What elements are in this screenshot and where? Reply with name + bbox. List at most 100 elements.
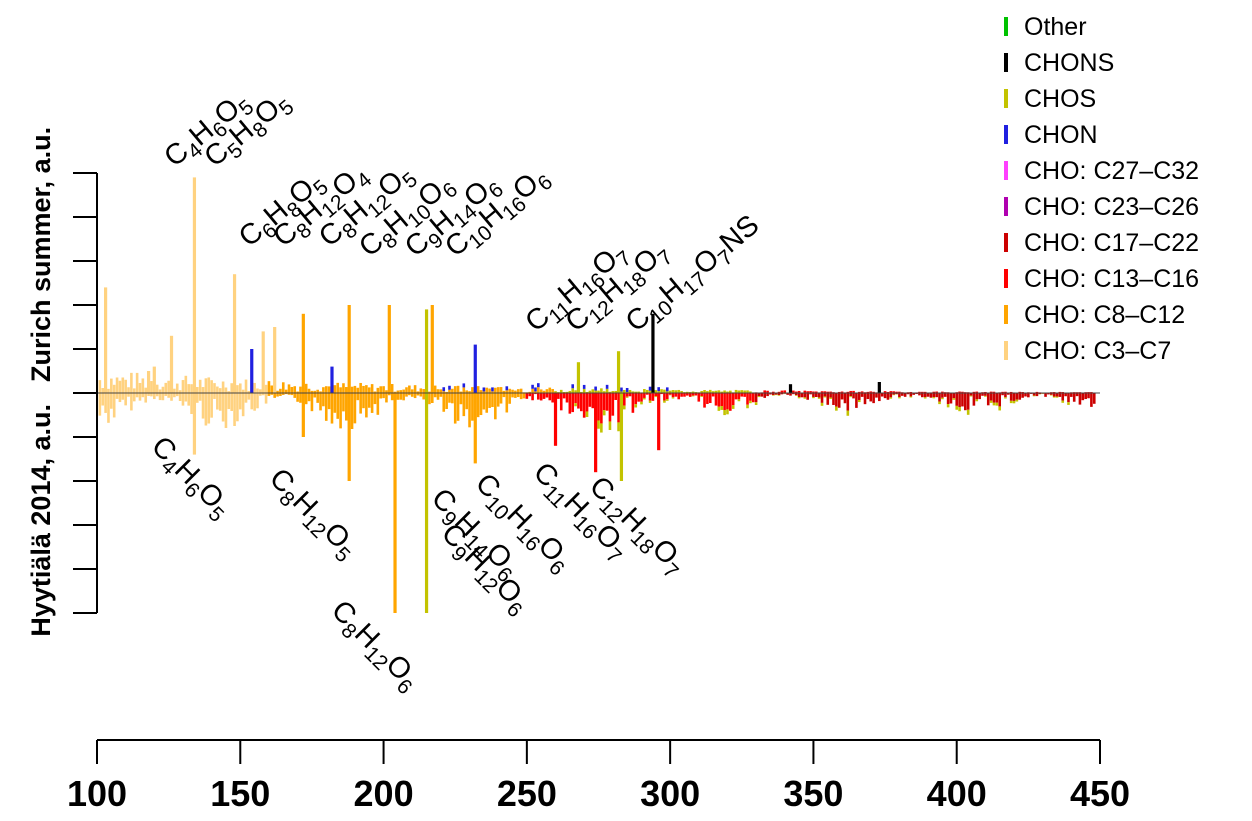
- bar-bottom-chos: [720, 406, 724, 410]
- bar-bottom: [479, 393, 483, 416]
- bar-bottom: [686, 393, 689, 396]
- bar-bottom: [998, 393, 1001, 407]
- bar-top: [393, 391, 397, 393]
- bar-bottom: [201, 393, 205, 419]
- bar-top: [780, 390, 784, 393]
- bar-bottom: [1052, 393, 1056, 397]
- bar-bottom-chos: [812, 396, 815, 399]
- bar-top: [608, 391, 612, 393]
- peak-top: [273, 327, 277, 393]
- bar-top: [671, 390, 675, 393]
- bar-bottom: [382, 393, 385, 399]
- bar-bottom: [241, 393, 245, 417]
- bar-bottom: [746, 393, 749, 405]
- bar-top: [992, 391, 996, 393]
- bar-bottom: [700, 393, 703, 396]
- bar-top: [766, 390, 769, 393]
- bar-top: [674, 390, 678, 393]
- bar-bottom: [763, 393, 767, 398]
- bar-top: [327, 386, 331, 393]
- bar-top: [1058, 391, 1062, 393]
- bar-bottom: [485, 393, 489, 413]
- bar-bottom-chos: [889, 397, 893, 399]
- bar-bottom: [786, 393, 789, 395]
- bar-bottom: [230, 393, 233, 411]
- bar-top: [410, 389, 414, 393]
- bar-top: [385, 390, 388, 393]
- legend-label: CHO: C13–C16: [1024, 265, 1199, 293]
- bar-top: [336, 382, 340, 393]
- bar-bottom-chos: [849, 396, 852, 398]
- bar-top: [158, 389, 162, 393]
- bar-bottom: [737, 393, 741, 400]
- bar-top: [889, 391, 893, 393]
- bar-bottom: [528, 393, 532, 397]
- bar-top: [812, 391, 815, 393]
- bar-top: [585, 391, 589, 393]
- bar-bottom: [926, 393, 930, 397]
- bar-top: [860, 391, 864, 393]
- x-axis: 100 150 200 250 300 350 400 450: [67, 739, 1130, 814]
- legend-marker: [1004, 341, 1008, 360]
- peak-bottom: [619, 393, 624, 481]
- bar-top: [857, 391, 861, 393]
- bar-bottom: [399, 393, 403, 400]
- bar-bottom: [772, 393, 775, 396]
- bar-bottom: [345, 393, 348, 421]
- bar-bottom-chos: [797, 397, 801, 399]
- bar-bottom: [373, 393, 377, 405]
- bar-bottom: [537, 393, 540, 400]
- bar-bottom-chos: [794, 395, 798, 396]
- legend-label: CHO: C23–C26: [1024, 193, 1199, 221]
- bar-top: [505, 390, 509, 393]
- bar-top: [663, 389, 666, 393]
- peak-bottom: [553, 393, 558, 446]
- bar-top: [296, 391, 299, 393]
- bar-bottom: [588, 393, 592, 407]
- peak-top: [301, 313, 305, 393]
- bar-top: [932, 391, 936, 393]
- bar-bottom: [751, 393, 755, 403]
- bar-bottom: [516, 393, 520, 398]
- bar-bottom: [439, 393, 443, 397]
- bar-top: [307, 388, 311, 393]
- bar-top: [989, 391, 993, 393]
- bar-bottom: [889, 393, 893, 398]
- bar-bottom: [330, 393, 334, 424]
- bar-bottom-chos: [829, 397, 832, 399]
- bar-top: [723, 390, 726, 393]
- bar-bottom: [557, 393, 560, 399]
- bar-top: [485, 387, 489, 393]
- bar-top: [270, 385, 274, 393]
- bar-bottom: [1058, 393, 1062, 397]
- bar-bottom-chos: [998, 406, 1001, 411]
- bar-top-chon: [462, 383, 466, 388]
- bar-bottom: [857, 393, 861, 400]
- bar-top: [236, 385, 239, 393]
- bar-top: [218, 388, 222, 393]
- bar-top: [118, 380, 122, 393]
- bar-top: [207, 377, 211, 393]
- bar-bottom: [322, 393, 325, 407]
- bar-bottom-chos: [665, 399, 669, 401]
- bar-bottom: [723, 393, 726, 410]
- bar-bottom: [602, 393, 606, 411]
- bar-bottom: [167, 393, 170, 398]
- bar-bottom: [978, 393, 981, 400]
- legend-marker: [1004, 269, 1008, 288]
- bar-top-chon: [620, 387, 623, 392]
- bar-top: [439, 389, 443, 393]
- bar-bottom: [898, 393, 901, 398]
- bar-bottom: [316, 393, 319, 403]
- bar-bottom: [929, 393, 933, 398]
- bar-top: [259, 389, 262, 393]
- ylabel-bottom: Hyytiälä 2014, a.u.: [26, 404, 56, 637]
- bar-bottom: [941, 393, 944, 398]
- peak-bottom: [393, 393, 397, 613]
- bar-top: [339, 387, 342, 393]
- bar-top: [823, 391, 827, 393]
- bar-top: [531, 388, 534, 393]
- bar-bottom: [754, 393, 758, 403]
- bar-bottom: [932, 393, 936, 398]
- bar-bottom-chos: [938, 401, 941, 405]
